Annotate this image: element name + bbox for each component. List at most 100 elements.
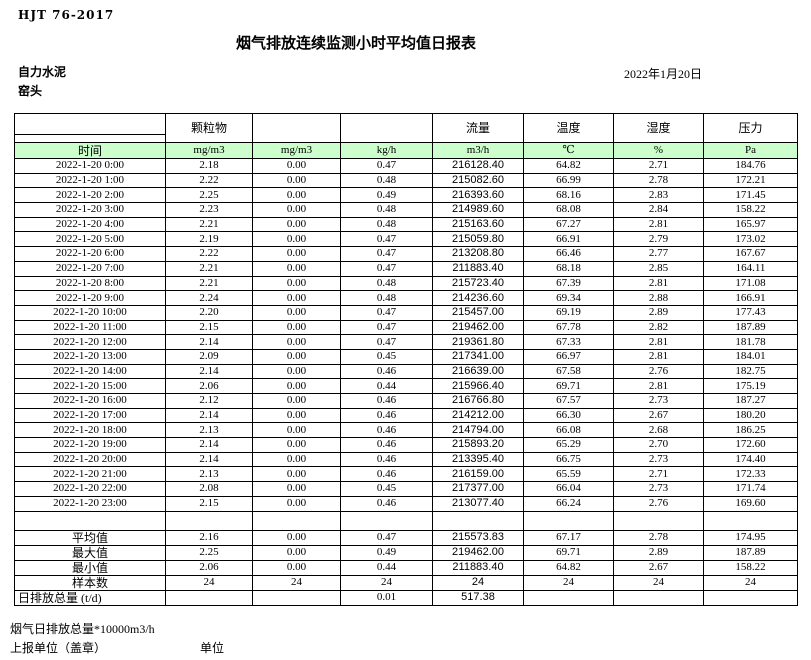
empty-cell [523,510,614,531]
cell-mgm3: 0.00 [252,393,341,409]
cell-time: 2022-1-20 8:00 [14,275,166,292]
cell-pm-mgm3: 2.12 [165,393,253,409]
cell-flow: 219462.00 [432,319,524,336]
table-row: 2022-1-20 17:00 2.14 0.00 0.46 214212.00… [14,407,798,424]
cell-time: 2022-1-20 5:00 [14,231,166,248]
cell-kgh: 0.48 [340,216,433,233]
cell-time: 2022-1-20 2:00 [14,187,166,204]
table-row: 2022-1-20 1:00 2.22 0.00 0.48 215082.60 … [14,172,798,189]
cell-pm-mgm3: 2.15 [165,319,253,336]
header-group-flow: 流量 [432,113,524,143]
cell-time: 2022-1-20 7:00 [14,260,166,277]
cell-pressure: 172.21 [703,172,798,189]
cell-flow: 219462.00 [432,544,524,561]
cell-humidity: 2.81 [613,378,704,394]
cell-time: 2022-1-20 9:00 [14,290,166,306]
cell-pressure: 187.89 [703,544,798,561]
cell-flow: 219361.80 [432,334,524,350]
header-empty-cell [14,134,166,143]
table-row: 最大值 2.25 0.00 0.49 219462.00 69.71 2.89 … [14,544,798,561]
cell-kgh: 0.47 [340,319,433,336]
empty-cell [14,510,166,531]
cell-pressure [703,589,798,606]
cell-pressure: 187.27 [703,393,798,409]
cell-pressure: 184.76 [703,158,798,174]
cell-kgh: 0.46 [340,451,433,468]
cell-kgh: 0.45 [340,481,433,497]
cell-time: 2022-1-20 19:00 [14,437,166,453]
cell-mgm3: 0.00 [252,437,341,453]
table-row: 2022-1-20 12:00 2.14 0.00 0.47 219361.80… [14,334,798,350]
page-title: 烟气排放连续监测小时平均值日报表 [235,36,476,52]
unit-cell: % [613,142,704,159]
unit-cell: m3/h [432,142,524,159]
cell-temperature: 67.39 [523,275,614,292]
unit-cell: ℃ [523,142,614,159]
cell-mgm3: 0.00 [252,319,341,336]
table-row: 2022-1-20 15:00 2.06 0.00 0.44 215966.40… [14,378,798,394]
table-header: 颗粒物 流量 温度 湿度 压力 时间 mg/m3 mg/m3 kg/h m3/h… [14,113,798,159]
cell-humidity: 2.78 [613,529,704,546]
cell-pm-mgm3: 2.09 [165,348,253,365]
cell-time: 2022-1-20 1:00 [14,172,166,189]
cell-flow: 217341.00 [432,348,524,365]
cell-pressure: 24 [703,574,798,591]
cell-kgh: 0.48 [340,172,433,189]
cell-pm-mgm3: 2.06 [165,559,253,576]
table-row: 2022-1-20 14:00 2.14 0.00 0.46 216639.00… [14,363,798,380]
empty-cell [703,510,798,531]
cell-pressure: 167.67 [703,246,798,262]
table-row: 2022-1-20 2:00 2.25 0.00 0.49 216393.60 … [14,187,798,204]
cell-time: 2022-1-20 3:00 [14,202,166,218]
cell-pressure: 172.60 [703,437,798,453]
cell-time: 最小值 [14,559,166,576]
cell-humidity: 2.88 [613,290,704,306]
cell-flow: 215457.00 [432,304,524,321]
cell-humidity: 2.71 [613,158,704,174]
unit-cell: kg/h [340,142,433,159]
header-group-pm: 颗粒物 [165,113,253,143]
cell-mgm3 [252,589,341,606]
unit-cell: mg/m3 [252,142,341,159]
cell-temperature: 67.78 [523,319,614,336]
cell-pressure: 175.19 [703,378,798,394]
spacer-row [14,510,798,531]
cell-pressure: 165.97 [703,216,798,233]
company-name: 自力水泥 [18,65,67,79]
cell-kgh: 0.45 [340,348,433,365]
unit-cell: Pa [703,142,798,159]
header-group-humidity: 湿度 [613,113,704,143]
cell-flow: 215059.80 [432,231,524,248]
cell-time: 平均值 [14,529,166,546]
cell-mgm3: 0.00 [252,529,341,546]
cell-temperature: 67.27 [523,216,614,233]
cell-kgh: 0.46 [340,437,433,453]
cell-pressure: 187.89 [703,319,798,336]
cell-humidity: 2.84 [613,202,704,218]
empty-cell [613,510,704,531]
cell-humidity: 2.81 [613,334,704,350]
cell-flow: 215082.60 [432,172,524,189]
cell-time: 最大值 [14,544,166,561]
cell-pm-mgm3: 2.14 [165,437,253,453]
cell-kgh: 24 [340,574,433,591]
cell-pm-mgm3: 2.13 [165,422,253,439]
cell-pm-mgm3: 2.15 [165,495,253,512]
cell-humidity: 2.67 [613,407,704,424]
table-row: 2022-1-20 8:00 2.21 0.00 0.48 215723.40 … [14,275,798,292]
monitoring-point: 窑头 [18,84,43,98]
cell-kgh: 0.47 [340,334,433,350]
cell-flow: 213077.40 [432,495,524,512]
cell-time: 样本数 [14,574,166,591]
cell-temperature: 65.29 [523,437,614,453]
cell-time: 2022-1-20 13:00 [14,348,166,365]
cell-temperature: 66.75 [523,451,614,468]
cell-temperature: 69.19 [523,304,614,321]
table-row: 2022-1-20 9:00 2.24 0.00 0.48 214236.60 … [14,290,798,306]
cell-kgh: 0.46 [340,466,433,483]
cell-humidity: 2.71 [613,466,704,483]
cell-mgm3: 0.00 [252,407,341,424]
cell-mgm3: 0.00 [252,466,341,483]
cell-mgm3: 0.00 [252,363,341,380]
cell-mgm3: 0.00 [252,290,341,306]
